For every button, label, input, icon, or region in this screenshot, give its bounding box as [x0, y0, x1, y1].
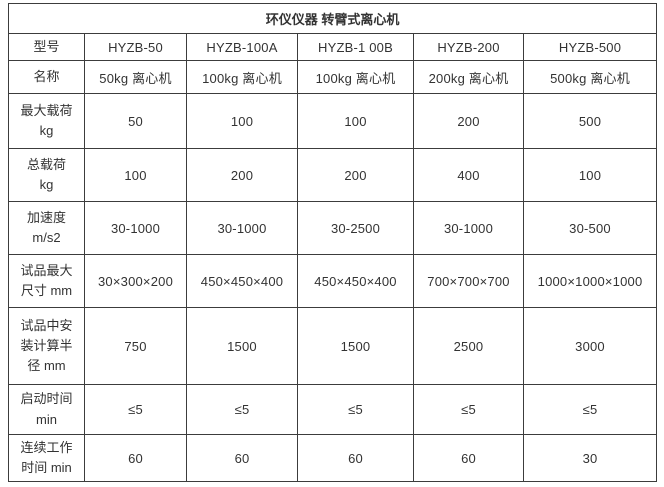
- spec-cell: HYZB-50: [84, 33, 187, 61]
- row-label-model: 型号: [8, 33, 85, 61]
- spec-cell: 30: [522, 434, 658, 482]
- row-total-load: 总载荷 kg 100 200 200 400 100: [8, 148, 658, 202]
- spec-cell: 450×450×400: [186, 254, 298, 308]
- spec-cell: 3000: [522, 307, 658, 385]
- row-max-specimen-size: 试品最大 尺寸 mm 30×300×200 450×450×400 450×45…: [8, 254, 658, 308]
- spec-cell: 200kg 离心机: [413, 60, 524, 94]
- row-label-acceleration: 加速度 m/s2: [8, 201, 85, 255]
- row-install-radius: 试品中安 装计算半 径 mm 750 1500 1500 2500 3000: [8, 307, 658, 385]
- spec-cell: 700×700×700: [413, 254, 524, 308]
- row-model: 型号 HYZB-50 HYZB-100A HYZB-1 00B HYZB-200…: [8, 33, 658, 61]
- spec-cell: HYZB-500: [522, 33, 658, 61]
- spec-cell: 100kg 离心机: [297, 60, 414, 94]
- spec-cell: ≤5: [84, 384, 187, 435]
- spec-cell: ≤5: [297, 384, 414, 435]
- spec-cell: 400: [413, 148, 524, 202]
- spec-cell: HYZB-200: [413, 33, 524, 61]
- spec-cell: 1500: [186, 307, 298, 385]
- row-label-max-specimen-size: 试品最大 尺寸 mm: [8, 254, 85, 308]
- spec-cell: 200: [186, 148, 298, 202]
- spec-cell: ≤5: [413, 384, 524, 435]
- spec-cell: 750: [84, 307, 187, 385]
- spec-cell: 60: [186, 434, 298, 482]
- spec-cell: 30-2500: [297, 201, 414, 255]
- spec-cell: 30-1000: [84, 201, 187, 255]
- spec-cell: ≤5: [522, 384, 658, 435]
- spec-cell: ≤5: [186, 384, 298, 435]
- row-product-name: 名称 50kg 离心机 100kg 离心机 100kg 离心机 200kg 离心…: [8, 60, 658, 94]
- row-label-continuous-time: 连续工作 时间 min: [8, 434, 85, 482]
- spec-cell: 200: [413, 93, 524, 149]
- spec-cell: 500kg 离心机: [522, 60, 658, 94]
- spec-cell: 200: [297, 148, 414, 202]
- row-acceleration: 加速度 m/s2 30-1000 30-1000 30-2500 30-1000…: [8, 201, 658, 255]
- spec-cell: 1500: [297, 307, 414, 385]
- title-row: 环仪仪器 转臂式离心机: [7, 3, 658, 34]
- row-label-install-radius: 试品中安 装计算半 径 mm: [8, 307, 85, 385]
- spec-cell: 100: [297, 93, 414, 149]
- spec-cell: HYZB-100A: [186, 33, 298, 61]
- spec-cell: 500: [522, 93, 658, 149]
- row-max-load: 最大载荷 kg 50 100 100 200 500: [8, 93, 658, 149]
- spec-cell: 30-1000: [186, 201, 298, 255]
- spec-cell: 30-500: [522, 201, 658, 255]
- spec-cell: 60: [297, 434, 414, 482]
- row-label-startup-time: 启动时间 min: [8, 384, 85, 435]
- spec-cell: 100kg 离心机: [186, 60, 298, 94]
- spec-cell: 60: [413, 434, 524, 482]
- table-title: 环仪仪器 转臂式离心机: [7, 3, 658, 34]
- spec-cell: 2500: [413, 307, 524, 385]
- spec-cell: HYZB-1 00B: [297, 33, 414, 61]
- spec-table: 环仪仪器 转臂式离心机 型号 HYZB-50 HYZB-100A HYZB-1 …: [7, 3, 658, 482]
- spec-cell: 100: [522, 148, 658, 202]
- spec-cell: 30-1000: [413, 201, 524, 255]
- spec-cell: 60: [84, 434, 187, 482]
- spec-cell: 450×450×400: [297, 254, 414, 308]
- row-startup-time: 启动时间 min ≤5 ≤5 ≤5 ≤5 ≤5: [8, 384, 658, 435]
- row-label-max-load: 最大载荷 kg: [8, 93, 85, 149]
- row-continuous-time: 连续工作 时间 min 60 60 60 60 30: [8, 434, 658, 482]
- spec-cell: 50: [84, 93, 187, 149]
- spec-cell: 30×300×200: [84, 254, 187, 308]
- row-label-product-name: 名称: [8, 60, 85, 94]
- spec-cell: 1000×1000×1000: [522, 254, 658, 308]
- spec-cell: 50kg 离心机: [84, 60, 187, 94]
- spec-cell: 100: [84, 148, 187, 202]
- row-label-total-load: 总载荷 kg: [8, 148, 85, 202]
- spec-cell: 100: [186, 93, 298, 149]
